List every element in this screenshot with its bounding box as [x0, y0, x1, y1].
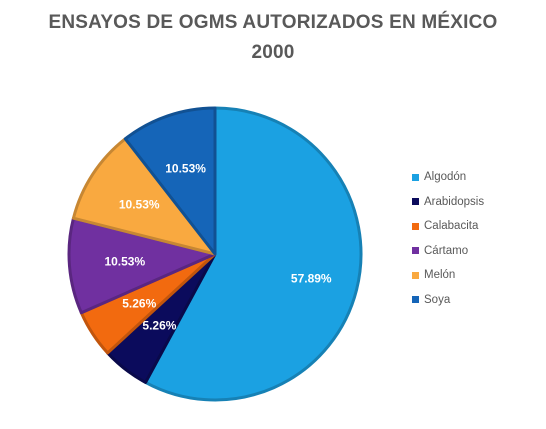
pie-slice-soya	[123, 106, 217, 256]
pie-slice-cártamo	[67, 216, 217, 315]
legend-label: Algodón	[424, 171, 467, 184]
legend-item-arabidopsis: Arabidopsis	[412, 190, 484, 215]
pie-slice-melón	[71, 137, 217, 256]
legend-swatch	[412, 271, 419, 279]
legend-label: Melón	[424, 269, 456, 282]
legend-swatch	[412, 173, 419, 181]
chart-title-line-1: ENSAYOS DE OGMS AUTORIZADOS EN MÉXICO	[48, 12, 498, 33]
data-label-calabacita: 5.26%	[122, 297, 156, 311]
legend-item-algodón: Algodón	[412, 165, 484, 190]
pie-slice-algodón	[144, 106, 363, 402]
chart-title: ENSAYOS DE OGMS AUTORIZADOS EN MÉXICO 20…	[0, 8, 546, 68]
legend-item-melón: Melón	[412, 263, 484, 288]
data-label-soya: 10.53%	[165, 161, 206, 175]
legend-label: Cártamo	[424, 244, 469, 257]
legend-swatch	[412, 222, 419, 230]
legend-swatch	[412, 198, 419, 206]
legend-label: Soya	[424, 293, 451, 306]
legend-label: Calabacita	[424, 220, 479, 233]
data-label-arabidopsis: 5.26%	[142, 318, 176, 332]
legend-item-soya: Soya	[412, 288, 484, 313]
legend-swatch	[412, 247, 419, 255]
legend-item-calabacita: Calabacita	[412, 214, 484, 239]
legend-item-cártamo: Cártamo	[412, 239, 484, 264]
legend-swatch	[412, 296, 419, 304]
legend-label: Arabidopsis	[424, 195, 485, 208]
data-label-melón: 10.53%	[119, 198, 160, 212]
data-label-algodón: 57.89%	[291, 271, 332, 285]
data-label-cártamo: 10.53%	[104, 255, 145, 269]
chart-title-line-2: 2000	[251, 42, 295, 63]
chart-legend: Algodón Arabidopsis Calabacita Cártamo Melón…	[412, 165, 484, 312]
